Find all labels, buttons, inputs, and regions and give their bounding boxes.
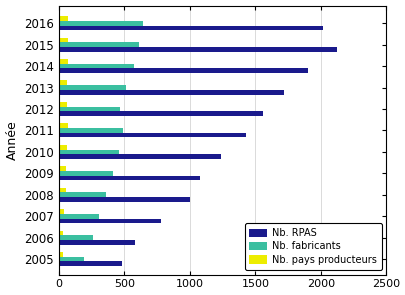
Bar (59, 123, 68, 128)
Bar (59, 16, 68, 21)
Bar (59, 214, 99, 219)
Bar (59, 42, 139, 47)
Y-axis label: Année: Année (6, 120, 19, 160)
Bar (59, 176, 200, 181)
Bar (59, 154, 221, 159)
Bar (59, 68, 307, 73)
Bar (59, 171, 112, 176)
Bar (59, 64, 133, 68)
Bar (59, 235, 93, 240)
Bar (59, 133, 245, 137)
Bar (59, 59, 68, 64)
Bar (59, 85, 126, 90)
Bar (59, 150, 119, 154)
Bar (59, 197, 190, 202)
Bar (59, 166, 66, 171)
Bar (59, 111, 262, 116)
Bar (59, 145, 67, 150)
Bar (59, 261, 122, 266)
Bar (59, 47, 336, 52)
Bar (59, 192, 106, 197)
Bar (59, 257, 84, 261)
Bar (59, 240, 134, 245)
Bar (59, 219, 161, 223)
Bar (59, 37, 68, 42)
Bar (59, 81, 66, 85)
Bar (59, 128, 123, 133)
Bar (59, 21, 143, 25)
Bar (59, 106, 120, 111)
Bar (59, 25, 323, 30)
Bar (59, 252, 62, 257)
Bar (59, 231, 63, 235)
Bar (59, 188, 66, 192)
Bar (59, 209, 64, 214)
Bar (59, 90, 284, 95)
Bar (59, 102, 67, 106)
Legend: Nb. RPAS, Nb. fabricants, Nb. pays producteurs: Nb. RPAS, Nb. fabricants, Nb. pays produ… (244, 223, 381, 270)
